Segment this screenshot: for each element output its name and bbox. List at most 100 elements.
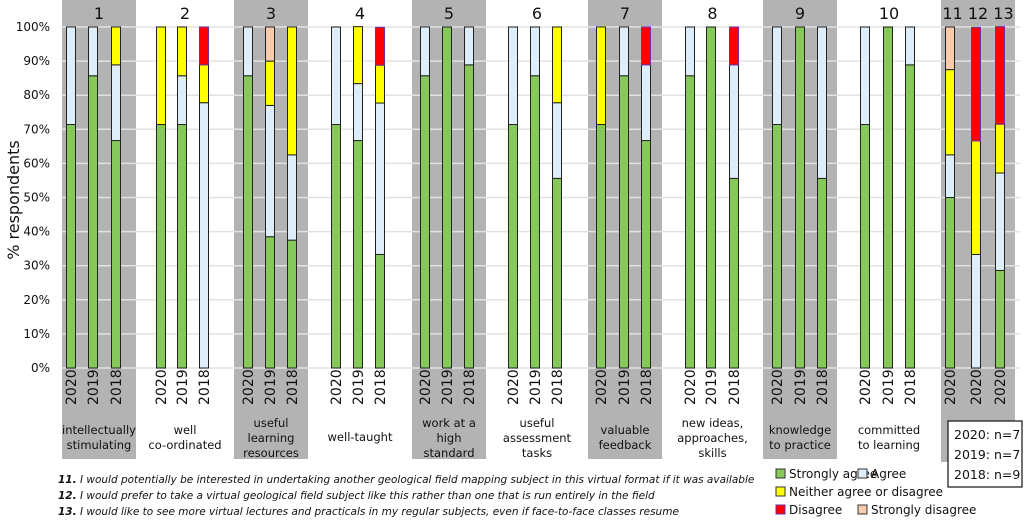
bar-segment-strongly-agree [353, 140, 363, 369]
sample-size-2018: 2018: n=9 [954, 467, 1020, 482]
bar-segment-strongly-agree [995, 269, 1005, 369]
year-label: 2019 [175, 369, 191, 405]
category-label: high [436, 431, 461, 445]
bar-segment-strongly-agree [508, 124, 518, 369]
bar-segment-agree [243, 26, 253, 77]
bar-segment-agree [619, 26, 629, 77]
y-tick-label: 20% [23, 293, 50, 307]
year-label: 2020 [858, 369, 874, 405]
bar-segment-strongly-agree [641, 140, 651, 369]
bar-segment-strongly-agree [552, 177, 562, 369]
year-label: 2019 [86, 369, 102, 405]
bar-segment-strongly-agree [88, 75, 98, 369]
bar-segment-agree [287, 154, 297, 241]
legend-swatch [775, 486, 786, 497]
category-label: new ideas, [682, 416, 744, 430]
bar-segment-agree [995, 172, 1005, 271]
bar-segment-strongly-agree [375, 253, 385, 369]
year-label: 2020 [683, 369, 699, 405]
legend-swatch [775, 468, 786, 479]
bar-segment-disagree [995, 26, 1005, 125]
category-label: work at a [422, 416, 476, 430]
bar-segment-agree [111, 64, 121, 142]
bar-segment-strongly-agree [156, 124, 166, 369]
year-label: 2019 [351, 369, 367, 405]
year-label: 2020 [154, 369, 170, 405]
bar-segment-neither-agree-or-disagree [995, 123, 1005, 174]
bar-segment-agree [66, 26, 76, 126]
category-label: committed [858, 423, 920, 437]
bar-segment-neither-agree-or-disagree [111, 26, 121, 66]
bar-segment-strongly-agree [905, 64, 915, 369]
legend-label: Strongly disagree [871, 503, 976, 517]
y-tick-label: 0% [31, 361, 50, 375]
year-label: 2018 [285, 369, 301, 405]
bar-segment-neither-agree-or-disagree [945, 69, 955, 156]
bar-segment-neither-agree-or-disagree [375, 64, 385, 104]
group-number: 1 [94, 4, 104, 23]
legend-label: Disagree [789, 503, 842, 517]
bar-segment-neither-agree-or-disagree [177, 26, 187, 77]
category-label: assessment [503, 431, 572, 445]
bar-segment-agree [177, 75, 187, 126]
year-label: 2018 [727, 369, 743, 405]
category-label: to learning [858, 438, 920, 452]
bar-segment-agree [945, 154, 955, 198]
year-label: 2019 [528, 369, 544, 405]
sample-size-box: 2020: n=7 2019: n=7 2018: n=9 [947, 420, 1023, 488]
bar-segment-agree [375, 102, 385, 255]
bar-segment-agree [88, 26, 98, 77]
bar-segment-strongly-agree [817, 177, 827, 369]
bar-segment-agree [464, 26, 474, 66]
sample-size-2020: 2020: n=7 [954, 427, 1020, 442]
bar-segment-strongly-agree [619, 75, 629, 369]
category-label: tasks [522, 446, 552, 460]
year-label: 2019 [793, 369, 809, 405]
bar-segment-strongly-agree [860, 124, 870, 369]
bar-segment-strongly-agree [706, 26, 716, 369]
bar-segment-strongly-agree [243, 75, 253, 369]
y-tick-label: 40% [23, 225, 50, 239]
bar-segment-agree [905, 26, 915, 66]
bar-segment-agree [420, 26, 430, 77]
bar-segment-strongly-agree [685, 75, 695, 369]
y-axis-label: % respondents [4, 140, 23, 260]
bar-segment-strongly-agree [177, 124, 187, 369]
group-number: 5 [444, 4, 454, 23]
footnote-13: 13. I would like to see more virtual lec… [58, 506, 679, 518]
y-tick-label: 10% [23, 327, 50, 341]
year-label: 2018 [903, 369, 919, 405]
y-tick-label: 100% [16, 20, 50, 34]
bar-segment-neither-agree-or-disagree [971, 140, 981, 255]
year-label: 2019 [704, 369, 720, 405]
category-label: useful [520, 416, 555, 430]
legend-label: Neither agree or disagree [789, 485, 943, 499]
bar-segment-disagree [641, 26, 651, 66]
year-label: 2019 [881, 369, 897, 405]
bar-segment-strongly-agree [795, 26, 805, 369]
y-tick-label: 60% [23, 156, 50, 170]
sample-size-2019: 2019: n=7 [954, 447, 1020, 462]
bar-segment-agree [331, 26, 341, 126]
bar-segment-neither-agree-or-disagree [265, 60, 275, 106]
category-label: co-ordinated [148, 438, 221, 452]
group-number: 8 [707, 4, 717, 23]
bar-segment-strongly-agree [883, 26, 893, 369]
legend-swatch [857, 468, 868, 479]
category-label: skills [698, 446, 726, 460]
group-number: 6 [532, 4, 542, 23]
group-number: 3 [266, 4, 276, 23]
year-label: 2018 [197, 369, 213, 405]
group-number: 10 [879, 4, 899, 23]
category-label: well [174, 423, 197, 437]
year-label: 2018 [639, 369, 655, 405]
year-label: 2020 [418, 369, 434, 405]
bar-segment-strongly-agree [464, 64, 474, 369]
bar-segment-strongly-agree [530, 75, 540, 369]
bar-segment-disagree [199, 26, 209, 66]
bar-segment-agree [729, 64, 739, 179]
bar-segment-agree [685, 26, 695, 77]
year-label: 2020 [594, 369, 610, 405]
bar-segment-neither-agree-or-disagree [287, 26, 297, 156]
bar-segment-strongly-agree [420, 75, 430, 369]
